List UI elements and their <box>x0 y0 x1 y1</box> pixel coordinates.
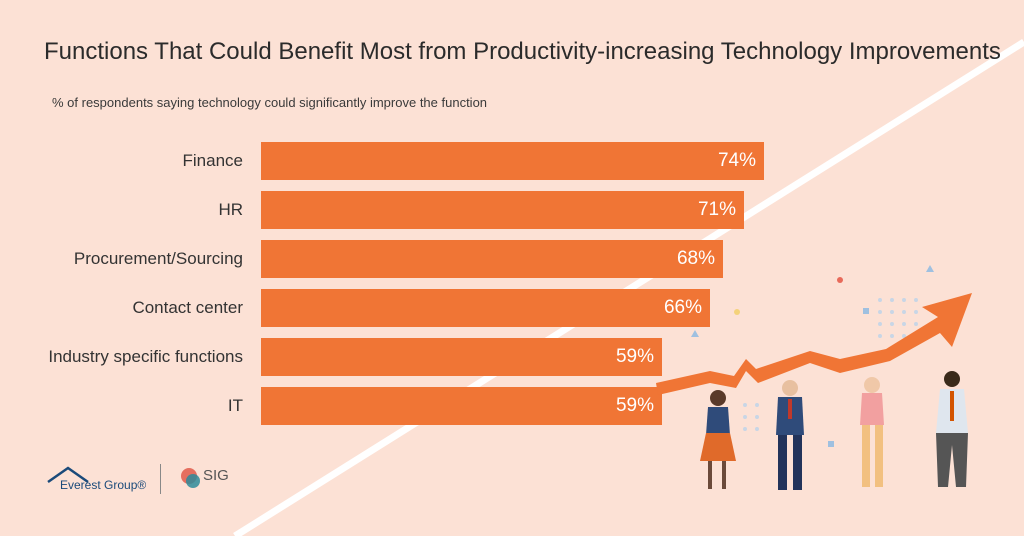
bar-value-label: 59% <box>615 395 654 416</box>
category-label: IT <box>227 396 243 415</box>
bar: 71% <box>261 191 744 229</box>
everest-group-logo-text: Everest Group® <box>60 478 147 492</box>
category-label: Contact center <box>132 298 243 317</box>
chart-subtitle: % of respondents saying technology could… <box>52 95 488 110</box>
bar-value-label: 71% <box>697 199 736 220</box>
bar-value-label: 66% <box>663 297 702 318</box>
bar: 59% <box>261 338 662 376</box>
category-label: Finance <box>182 151 243 170</box>
category-label: Industry specific functions <box>48 347 243 366</box>
bar-value-label: 59% <box>615 346 654 367</box>
bar: 59% <box>261 387 662 425</box>
bar: 66% <box>261 289 710 327</box>
category-label: HR <box>218 200 243 219</box>
bar: 68% <box>261 240 723 278</box>
sig-logo <box>181 468 200 488</box>
logo-divider <box>160 464 161 494</box>
page-title: Functions That Could Benefit Most from P… <box>44 38 1001 65</box>
bar-value-label: 74% <box>717 150 756 171</box>
people-lifting-arrow-illustration <box>656 265 972 490</box>
bar: 74% <box>261 142 764 180</box>
category-label: Procurement/Sourcing <box>73 249 243 268</box>
bar-value-label: 68% <box>676 248 715 269</box>
everest-group-logo <box>47 466 89 484</box>
sig-logo-text: SIG <box>203 467 229 484</box>
